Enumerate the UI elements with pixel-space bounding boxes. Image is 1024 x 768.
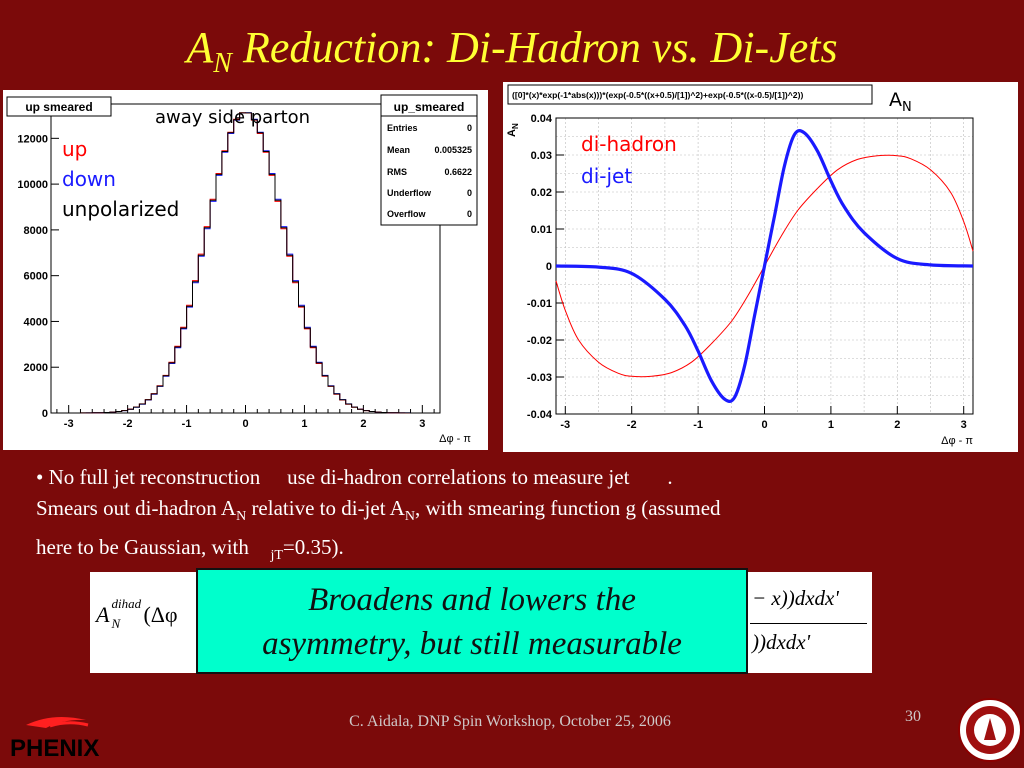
phenix-logo: PHENIX: [8, 712, 138, 762]
footer-text: C. Aidala, DNP Spin Workshop, October 25…: [349, 713, 671, 730]
formula-denominator: ))dxdx': [752, 630, 811, 654]
an-xtick-label: -1: [693, 419, 703, 431]
histogram-title-box: up smeared: [6, 96, 112, 117]
stats-value-entries: 0: [467, 123, 472, 133]
histogram-xtick-label: 3: [419, 418, 425, 430]
histogram-xtick-label: 0: [242, 418, 248, 430]
stats-frame: [380, 94, 478, 226]
seal-graphic: [958, 698, 1022, 762]
stats-label-underflow: Underflow: [387, 188, 432, 198]
histogram-series-unpolarized: [51, 112, 440, 414]
histogram-chart: 0 2000 4000 6000 8000 10000 12000 -3 -2 -1 0 1 2 3 up…: [6, 94, 478, 445]
histogram-panel: 0 2000 4000 6000 8000 10000 12000 -3 -2 -1 0 1 2 3 up…: [3, 90, 488, 450]
an-ytick-label: 0.02: [531, 187, 552, 199]
asymmetry-xlabel: Δφ - π: [941, 435, 973, 447]
asymmetry-chart: -0.04 -0.03 -0.02 -0.01 0 0.01 0.02 0.03 0.04 -3 -…: [506, 82, 974, 447]
an-ytick-label: -0.03: [527, 372, 552, 384]
histogram-xtick-label: -3: [64, 418, 74, 430]
university-seal: [958, 698, 1022, 762]
histogram-xtick-label: 2: [360, 418, 366, 430]
asymmetry-series: [555, 129, 974, 403]
legend-down: down: [62, 167, 116, 191]
an-ytick-label: 0: [546, 261, 552, 273]
bullet-line-2: Smears out di-hadron AN relative to di-j…: [36, 496, 721, 525]
an-corner-label: AN: [889, 89, 912, 115]
stats-title: up_smeared: [394, 100, 465, 114]
histogram-ytick-label: 8000: [24, 225, 48, 237]
stats-value-rms: 0.6622: [444, 167, 472, 177]
histogram-title: up smeared: [25, 100, 92, 114]
an-corner-box: [880, 82, 930, 116]
logo-text: PHENIX: [10, 735, 99, 762]
slide-title: AN Reduction: Di-Hadron vs. Di-Jets: [186, 23, 838, 79]
histogram-xtick-label: -2: [123, 418, 133, 430]
histogram-xtick-label: -1: [182, 418, 192, 430]
stats-label-overflow: Overflow: [387, 209, 427, 219]
an-ylabel: AN: [506, 123, 520, 137]
an-ytick-label: -0.04: [527, 409, 553, 421]
histogram-ytick-label: 0: [42, 408, 48, 420]
an-xtick-label: -2: [627, 419, 637, 431]
an-xtick-label: 2: [894, 419, 900, 431]
formula-numerator: − x))dxdx': [752, 586, 839, 610]
function-box-frame: [507, 84, 873, 105]
histogram-xlabel: Δφ - π: [439, 433, 471, 445]
an-ytick-label: -0.02: [527, 335, 552, 347]
phenix-logo-graphic: PHENIX: [10, 716, 99, 762]
an-xtick-label: 0: [761, 419, 767, 431]
histogram-ytick-label: 10000: [17, 179, 48, 191]
callout-line-2: asymmetry, but still measurable: [262, 626, 682, 662]
an-ytick-label: 0.03: [531, 150, 552, 162]
stats-box: up_smeared Entries 0 Mean 0.005325 RMS 0…: [380, 94, 478, 226]
an-ytick-label: 0.04: [531, 113, 553, 125]
an-ytick-label: -0.01: [527, 298, 552, 310]
histogram-xtick-label: 1: [301, 418, 307, 430]
legend-unpolarized: unpolarized: [62, 197, 179, 221]
histogram-ytick-label: 12000: [17, 133, 48, 145]
an-xtick-label: 1: [828, 419, 834, 431]
away-side-annotation: away side parton: [155, 107, 310, 128]
histogram-title-frame: [6, 96, 112, 117]
an-xtick-label: 3: [961, 419, 967, 431]
page-number: 30: [905, 708, 921, 725]
bullet-line-1: • No full jet reconstruction   use di-ha…: [36, 465, 673, 489]
legend-di-hadron: di-hadron: [581, 132, 677, 156]
stats-value-overflow: 0: [467, 209, 472, 219]
bullet-text: • No full jet reconstruction   use di-ha…: [36, 462, 996, 571]
stats-value-underflow: 0: [467, 188, 472, 198]
callout-box: Broadens and lowers the asymmetry, but s…: [196, 568, 748, 674]
asymmetry-axes: -0.04 -0.03 -0.02 -0.01 0 0.01 0.02 0.03 0.04 -3 -…: [527, 113, 974, 431]
histogram-ytick-label: 4000: [24, 316, 48, 328]
formula-fraction-bar: [750, 623, 867, 624]
stats-label-entries: Entries: [387, 123, 418, 133]
an-ytick-label: 0.01: [531, 224, 552, 236]
callout-line-1: Broadens and lowers the: [308, 582, 636, 618]
function-formula: ([0]*(x)*exp(-1*abs(x)))*(exp(-0.5*((x+0…: [512, 90, 803, 100]
histogram-ytick-label: 6000: [24, 271, 48, 283]
legend-up: up: [62, 137, 87, 161]
an-xtick-label: -3: [560, 419, 570, 431]
stats-label-mean: Mean: [387, 145, 410, 155]
histogram-ytick-label: 2000: [24, 362, 48, 374]
stats-value-mean: 0.005325: [434, 145, 472, 155]
logo-swoosh: [26, 716, 86, 728]
legend-di-jet: di-jet: [581, 164, 632, 188]
asymmetry-panel: -0.04 -0.03 -0.02 -0.01 0 0.01 0.02 0.03 0.04 -3 -…: [503, 82, 1018, 452]
stats-label-rms: RMS: [387, 167, 407, 177]
an-series-di-jet: [555, 129, 974, 403]
bullet-line-3: here to be Gaussian, with  jT=0.35).: [36, 535, 344, 564]
histogram-series: [51, 112, 440, 414]
